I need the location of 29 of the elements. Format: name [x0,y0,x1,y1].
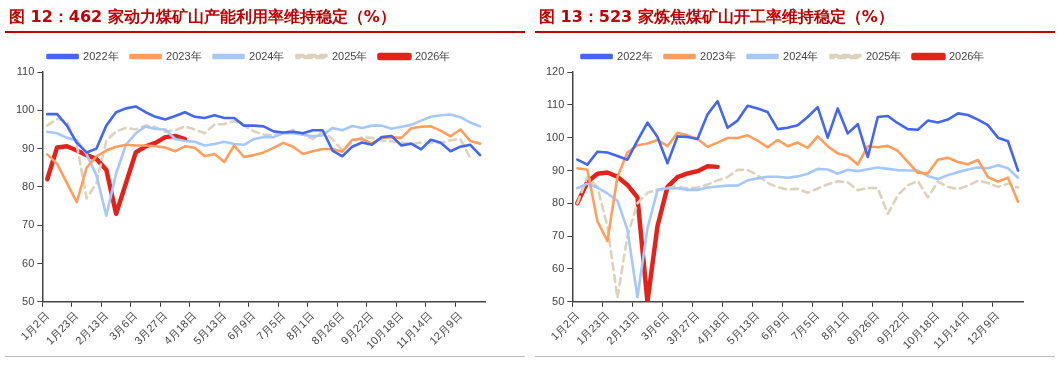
y-tick-label: 120 [545,65,565,78]
legend-label: 2023年 [166,49,202,62]
legend-label: 2025年 [865,49,902,62]
y-tick-label: 60 [552,262,565,275]
y-tick-label: 80 [552,196,565,209]
y-tick-label: 80 [22,179,35,192]
y-tick-label: 70 [22,218,35,231]
line-series [45,117,472,200]
legend-label: 2026年 [414,49,451,62]
legend-label: 2024年 [249,49,285,62]
chart-title: 图 13：523 家炼焦煤矿山开工率维持稳定（%） [535,0,1055,33]
y-tick-label: 110 [546,97,565,110]
y-tick-label: 60 [22,256,35,269]
y-tick-label: 90 [552,163,565,176]
chart-title: 图 12：462 家动力煤矿山产能利用率维持稳定（%） [5,0,525,33]
x-tick-label: 7月5日 [254,309,287,343]
y-tick-label: 100 [545,130,565,143]
y-tick-label: 110 [16,65,35,78]
y-tick-label: 50 [22,294,35,307]
legend-label: 2025年 [331,49,368,62]
y-tick-label: 90 [22,141,35,154]
legend-label: 2022年 [83,49,119,62]
legend-label: 2026年 [948,49,985,62]
y-tick-label: 50 [552,294,565,307]
legend-label: 2024年 [783,49,819,62]
legend-label: 2023年 [700,49,736,62]
y-tick-label: 100 [15,103,35,116]
y-tick-label: 70 [552,229,565,242]
legend-label: 2022年 [617,49,653,62]
